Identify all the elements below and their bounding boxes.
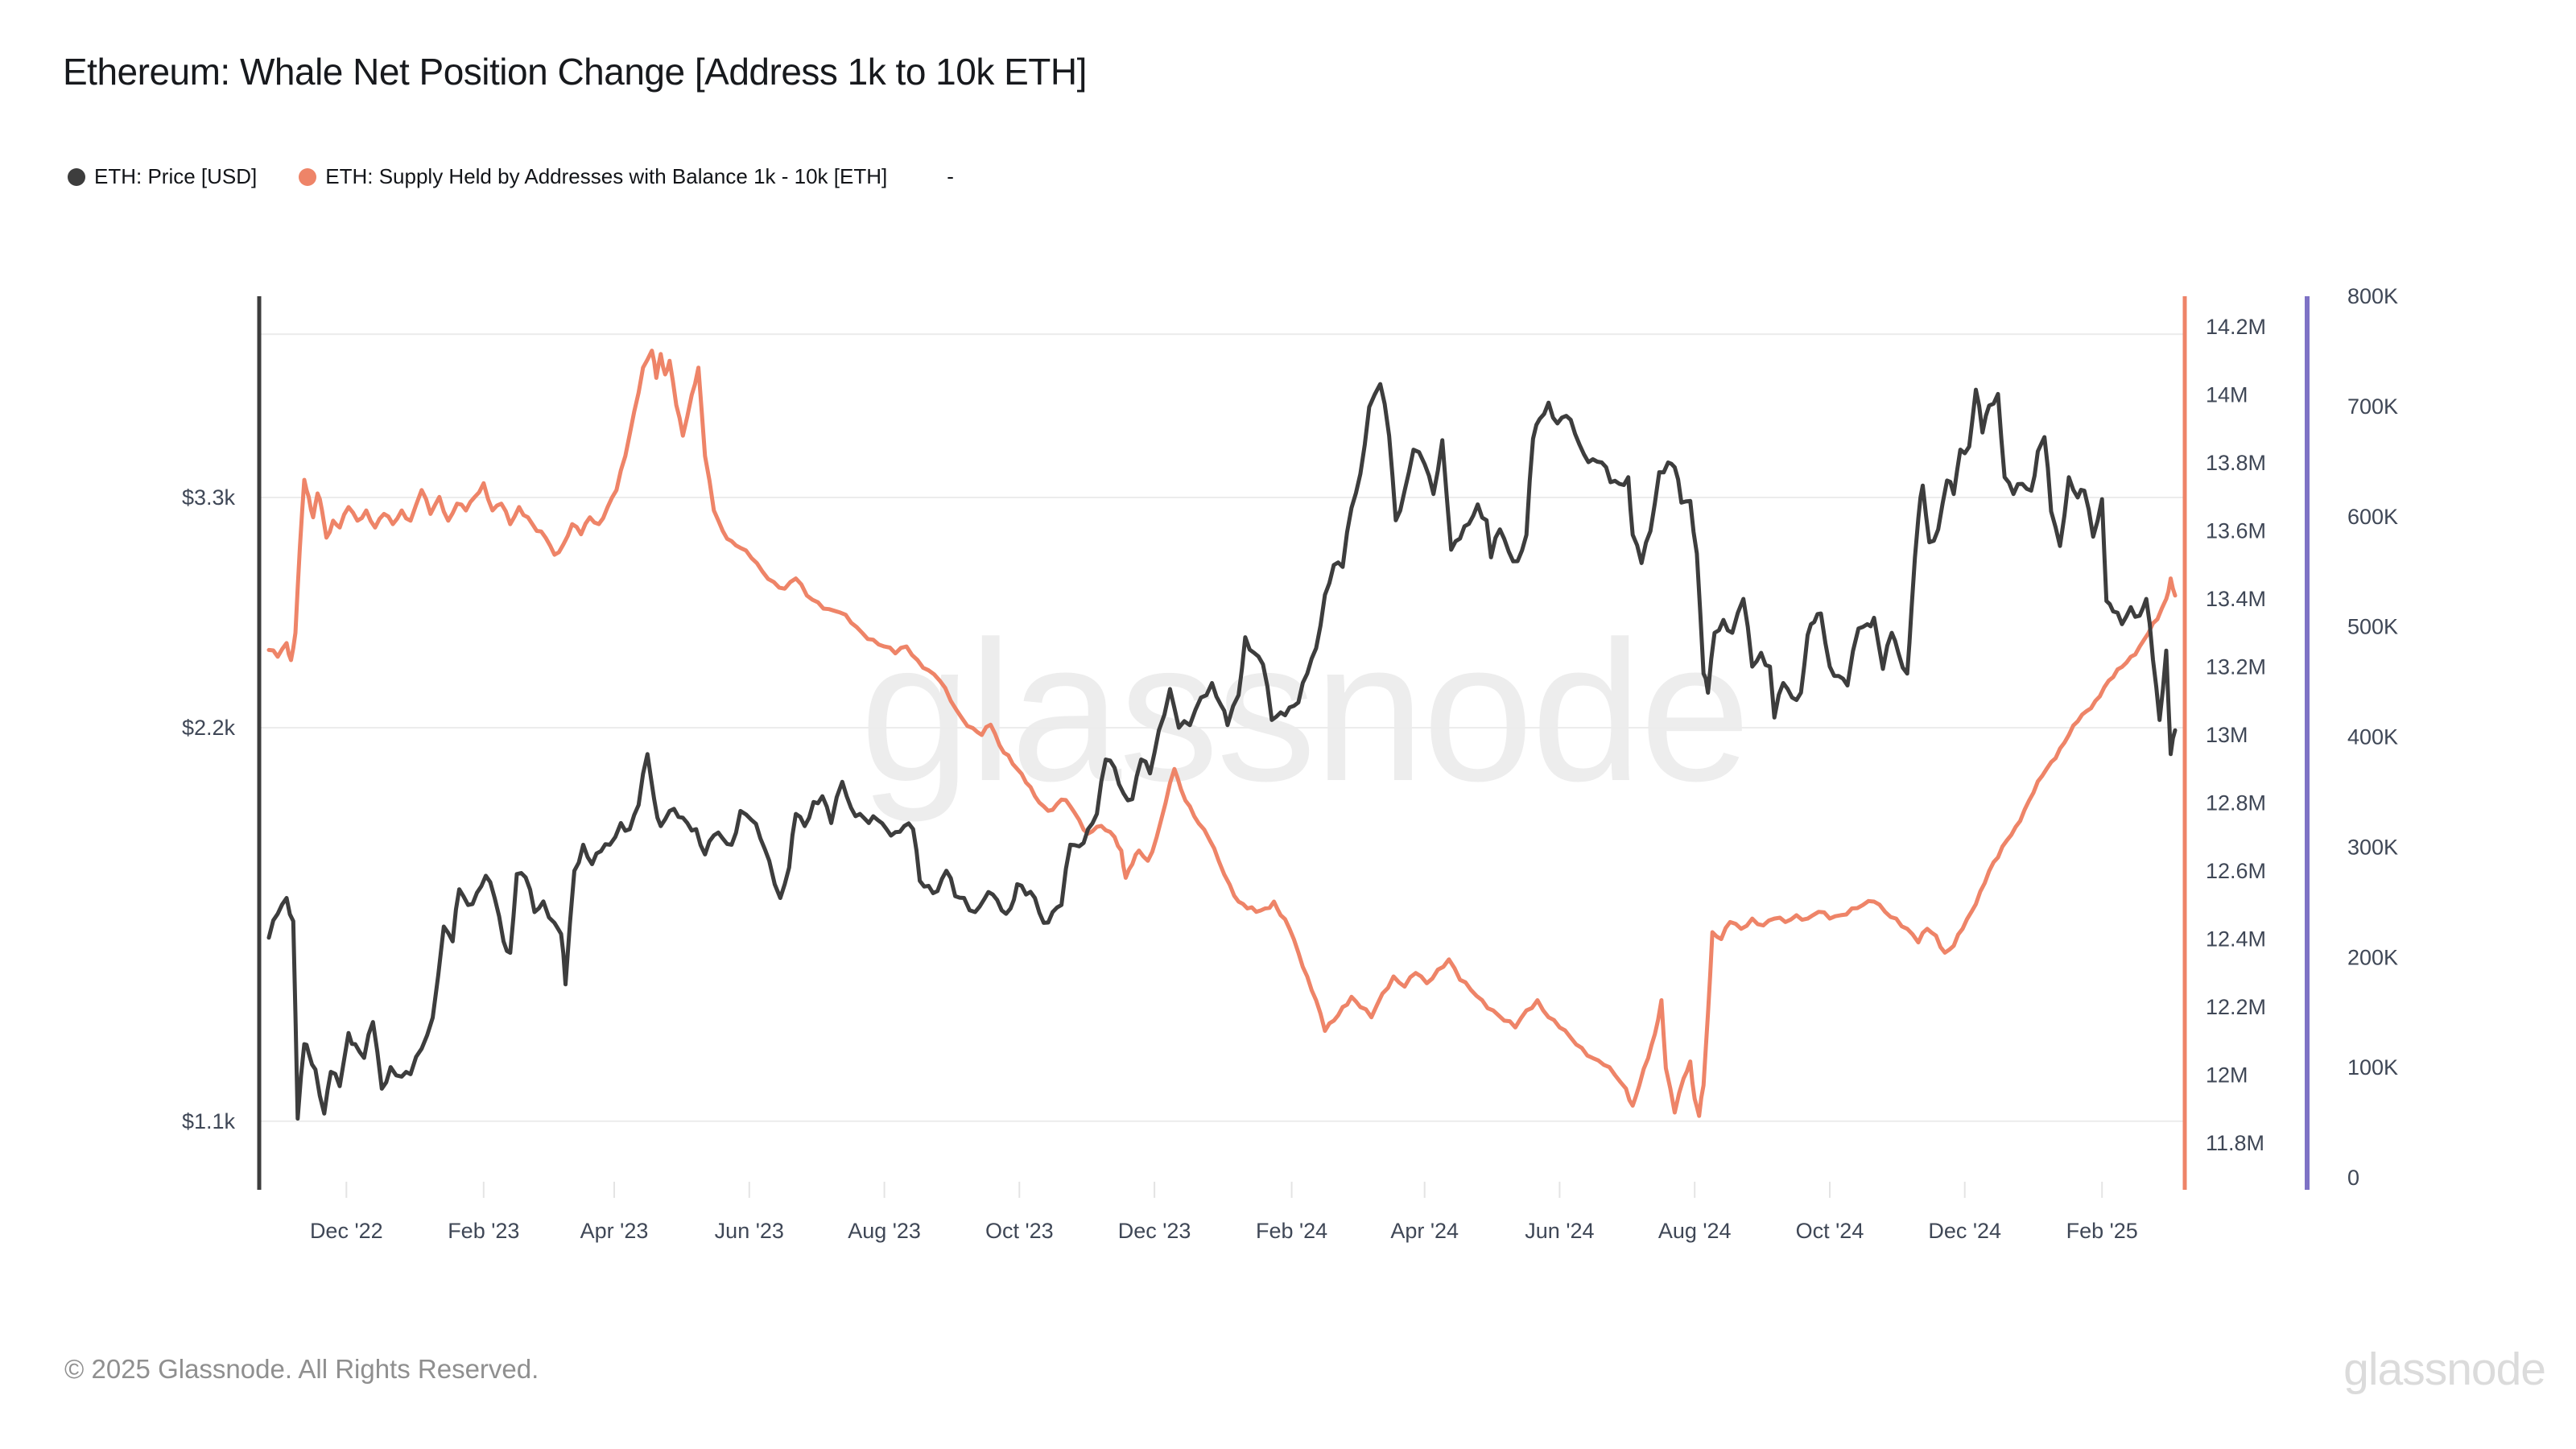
net-position-axis-label: 100K (2347, 1055, 2398, 1080)
supply-axis-label: 12.6M (2206, 859, 2266, 883)
supply-axis-label: 13.8M (2206, 451, 2266, 475)
net-position-axis-label: 300K (2347, 835, 2398, 859)
supply-axis-label: 12M (2206, 1063, 2248, 1088)
net-position-axis-label: 200K (2347, 945, 2398, 969)
supply-axis-label: 12.2M (2206, 995, 2266, 1019)
supply-axis-label: 12.4M (2206, 927, 2266, 952)
x-axis-label: Jun '23 (715, 1219, 784, 1243)
price-axis-label: $3.3k (182, 485, 236, 510)
legend-item-hidden-series[interactable]: - (947, 164, 954, 188)
x-axis-label: Dec '24 (1928, 1219, 2001, 1243)
supply-axis-label: 14M (2206, 383, 2248, 407)
supply-axis-label: 13.6M (2206, 519, 2266, 543)
legend-dot-icon (68, 167, 85, 186)
net-position-axis-label: 700K (2347, 394, 2398, 419)
copyright-text: © 2025 Glassnode. All Rights Reserved. (64, 1354, 539, 1384)
glassnode-logo: glassnode (2343, 1344, 2546, 1395)
series-supply-line[interactable] (266, 349, 2178, 1118)
legend-item-label: ETH: Price [USD] (94, 164, 258, 188)
x-axis-label: Feb '23 (448, 1219, 519, 1243)
supply-axis-label: 11.8M (2206, 1131, 2264, 1155)
legend-item-0[interactable]: ETH: Price [USD] (68, 164, 257, 189)
price-axis-label: $1.1k (182, 1109, 236, 1133)
net-position-axis-label: 800K (2347, 284, 2398, 308)
supply-axis-label: 12.8M (2206, 791, 2266, 815)
net-position-axis-label: 400K (2347, 725, 2398, 749)
price-axis-label: $2.2k (182, 716, 236, 740)
net-position-axis-label: 600K (2347, 505, 2398, 529)
legend-item-1[interactable]: ETH: Supply Held by Addresses with Balan… (299, 164, 887, 189)
supply-axis-label: 14.2M (2206, 315, 2266, 339)
legend-dot-icon (299, 167, 317, 186)
net-position-axis-label: 0 (2347, 1166, 2359, 1190)
net-position-axis-label: 500K (2347, 615, 2398, 639)
series-price-line[interactable] (266, 382, 2178, 1121)
x-axis-label: Aug '24 (1658, 1219, 1732, 1243)
x-axis-label: Jun '24 (1525, 1219, 1594, 1243)
x-axis-label: Aug '23 (848, 1219, 921, 1243)
x-axis-label: Oct '24 (1796, 1219, 1864, 1243)
x-axis-label: Dec '23 (1118, 1219, 1191, 1243)
x-axis-label: Dec '22 (310, 1219, 383, 1243)
page-title: Ethereum: Whale Net Position Change [Add… (63, 51, 1087, 93)
x-axis-label: Oct '23 (985, 1219, 1054, 1243)
legend: ETH: Price [USD] ETH: Supply Held by Addr… (68, 164, 954, 189)
x-axis-label: Feb '25 (2066, 1219, 2138, 1243)
x-axis-label: Feb '24 (1256, 1219, 1327, 1243)
supply-axis-label: 13.2M (2206, 655, 2266, 679)
legend-item-label: ETH: Supply Held by Addresses with Balan… (325, 164, 888, 188)
x-axis-label: Apr '24 (1390, 1219, 1459, 1243)
x-axis-label: Apr '23 (580, 1219, 649, 1243)
supply-axis-label: 13.4M (2206, 587, 2266, 611)
supply-axis-label: 13M (2206, 723, 2248, 747)
